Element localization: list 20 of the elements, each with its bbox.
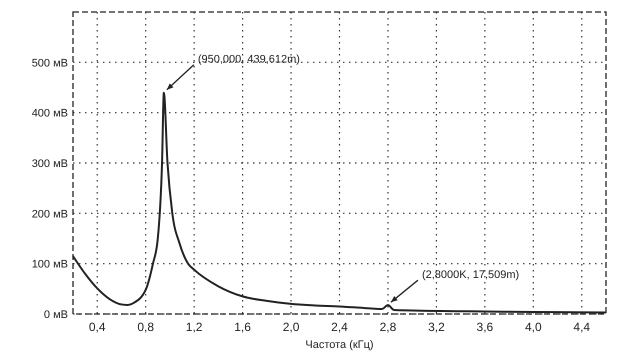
x-tick-label: 3,6 [476,320,494,334]
annotation: (950,000, 439,612m) [198,54,300,66]
x-tick-label: 4,0 [524,320,542,334]
y-tick-label: 100 мВ [32,258,68,271]
x-tick-label: 1,6 [234,320,252,334]
x-tick-label: 4,4 [573,320,590,334]
annotation: (2,8000K, 17,509m) [422,269,520,282]
x-tick-label: 2,4 [331,320,348,334]
y-tick-label: 200 мВ [32,208,68,220]
x-tick-label: 0,8 [137,320,154,334]
x-tick-label: 2,8 [380,320,397,334]
y-tick-label: 300 мВ [32,158,68,170]
y-tick-label: 500 мВ [32,57,68,70]
x-tick-label: 3,2 [428,320,446,334]
x-tick-label: 1,2 [186,320,203,334]
x-tick-label: 0,4 [88,320,106,334]
x-axis-title: Частота (кГц) [305,339,374,351]
y-tick-label: 400 мВ [32,108,68,120]
x-tick-label: 2,0 [282,320,300,334]
y-tick-label: 0 мВ [44,309,68,321]
